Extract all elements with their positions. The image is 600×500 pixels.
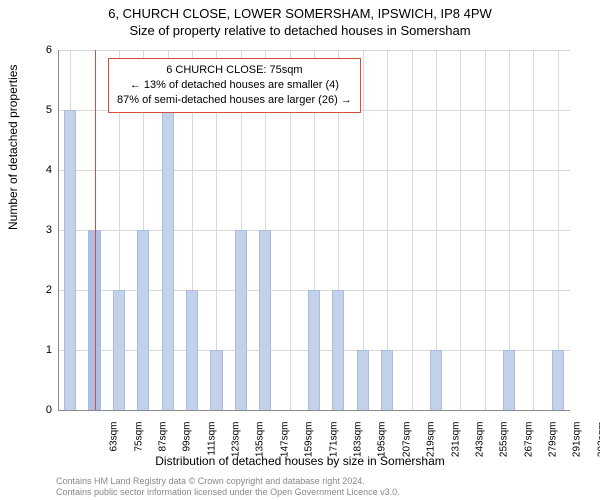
histogram-bar (137, 230, 149, 410)
histogram-bar (381, 350, 393, 410)
x-axis (58, 410, 570, 411)
y-tick-label: 6 (22, 44, 52, 56)
y-axis-label: Number of detached properties (6, 65, 20, 230)
y-tick-label: 2 (22, 284, 52, 296)
credits-line-1: Contains HM Land Registry data © Crown c… (56, 476, 400, 487)
histogram-bar (210, 350, 222, 410)
info-box-line: 87% of semi-detached houses are larger (… (117, 93, 352, 108)
info-box-line: ← 13% of detached houses are smaller (4) (117, 78, 352, 93)
info-box-line: 6 CHURCH CLOSE: 75sqm (117, 63, 352, 78)
y-tick-label: 3 (22, 224, 52, 236)
grid-line-v (485, 50, 486, 410)
histogram-bar (552, 350, 564, 410)
histogram-bar (113, 290, 125, 410)
histogram-bar (235, 230, 247, 410)
page-title: 6, CHURCH CLOSE, LOWER SOMERSHAM, IPSWIC… (0, 6, 600, 21)
info-box: 6 CHURCH CLOSE: 75sqm← 13% of detached h… (108, 58, 361, 113)
y-tick-label: 4 (22, 164, 52, 176)
histogram-bar (162, 110, 174, 410)
histogram-bar (357, 350, 369, 410)
grid-line-v (460, 50, 461, 410)
y-tick-label: 1 (22, 344, 52, 356)
x-axis-label: Distribution of detached houses by size … (0, 454, 600, 468)
y-tick-label: 5 (22, 104, 52, 116)
histogram-bar (332, 290, 344, 410)
plot-region: 012345663sqm75sqm87sqm99sqm111sqm123sqm1… (58, 50, 570, 410)
histogram-bar (186, 290, 198, 410)
histogram-bar (64, 110, 76, 410)
histogram-bar (503, 350, 515, 410)
grid-line-v (533, 50, 534, 410)
histogram-bar (308, 290, 320, 410)
histogram-bar (430, 350, 442, 410)
grid-line-v (412, 50, 413, 410)
y-axis (58, 50, 59, 410)
credits: Contains HM Land Registry data © Crown c… (56, 476, 400, 499)
chart-area: 012345663sqm75sqm87sqm99sqm111sqm123sqm1… (58, 50, 570, 410)
title-block: 6, CHURCH CLOSE, LOWER SOMERSHAM, IPSWIC… (0, 0, 600, 38)
histogram-bar (259, 230, 271, 410)
y-tick-label: 0 (22, 404, 52, 416)
page-subtitle: Size of property relative to detached ho… (0, 23, 600, 38)
marker-line (95, 50, 96, 410)
credits-line-2: Contains public sector information licen… (56, 487, 400, 498)
